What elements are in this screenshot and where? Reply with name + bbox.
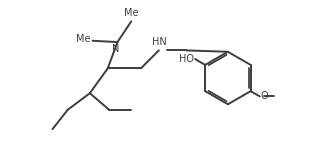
Text: HN: HN [152, 37, 167, 47]
Text: O: O [261, 91, 268, 101]
Text: N: N [112, 44, 120, 54]
Text: Me: Me [124, 8, 139, 18]
Text: HO: HO [179, 54, 194, 64]
Text: Me: Me [76, 34, 90, 44]
